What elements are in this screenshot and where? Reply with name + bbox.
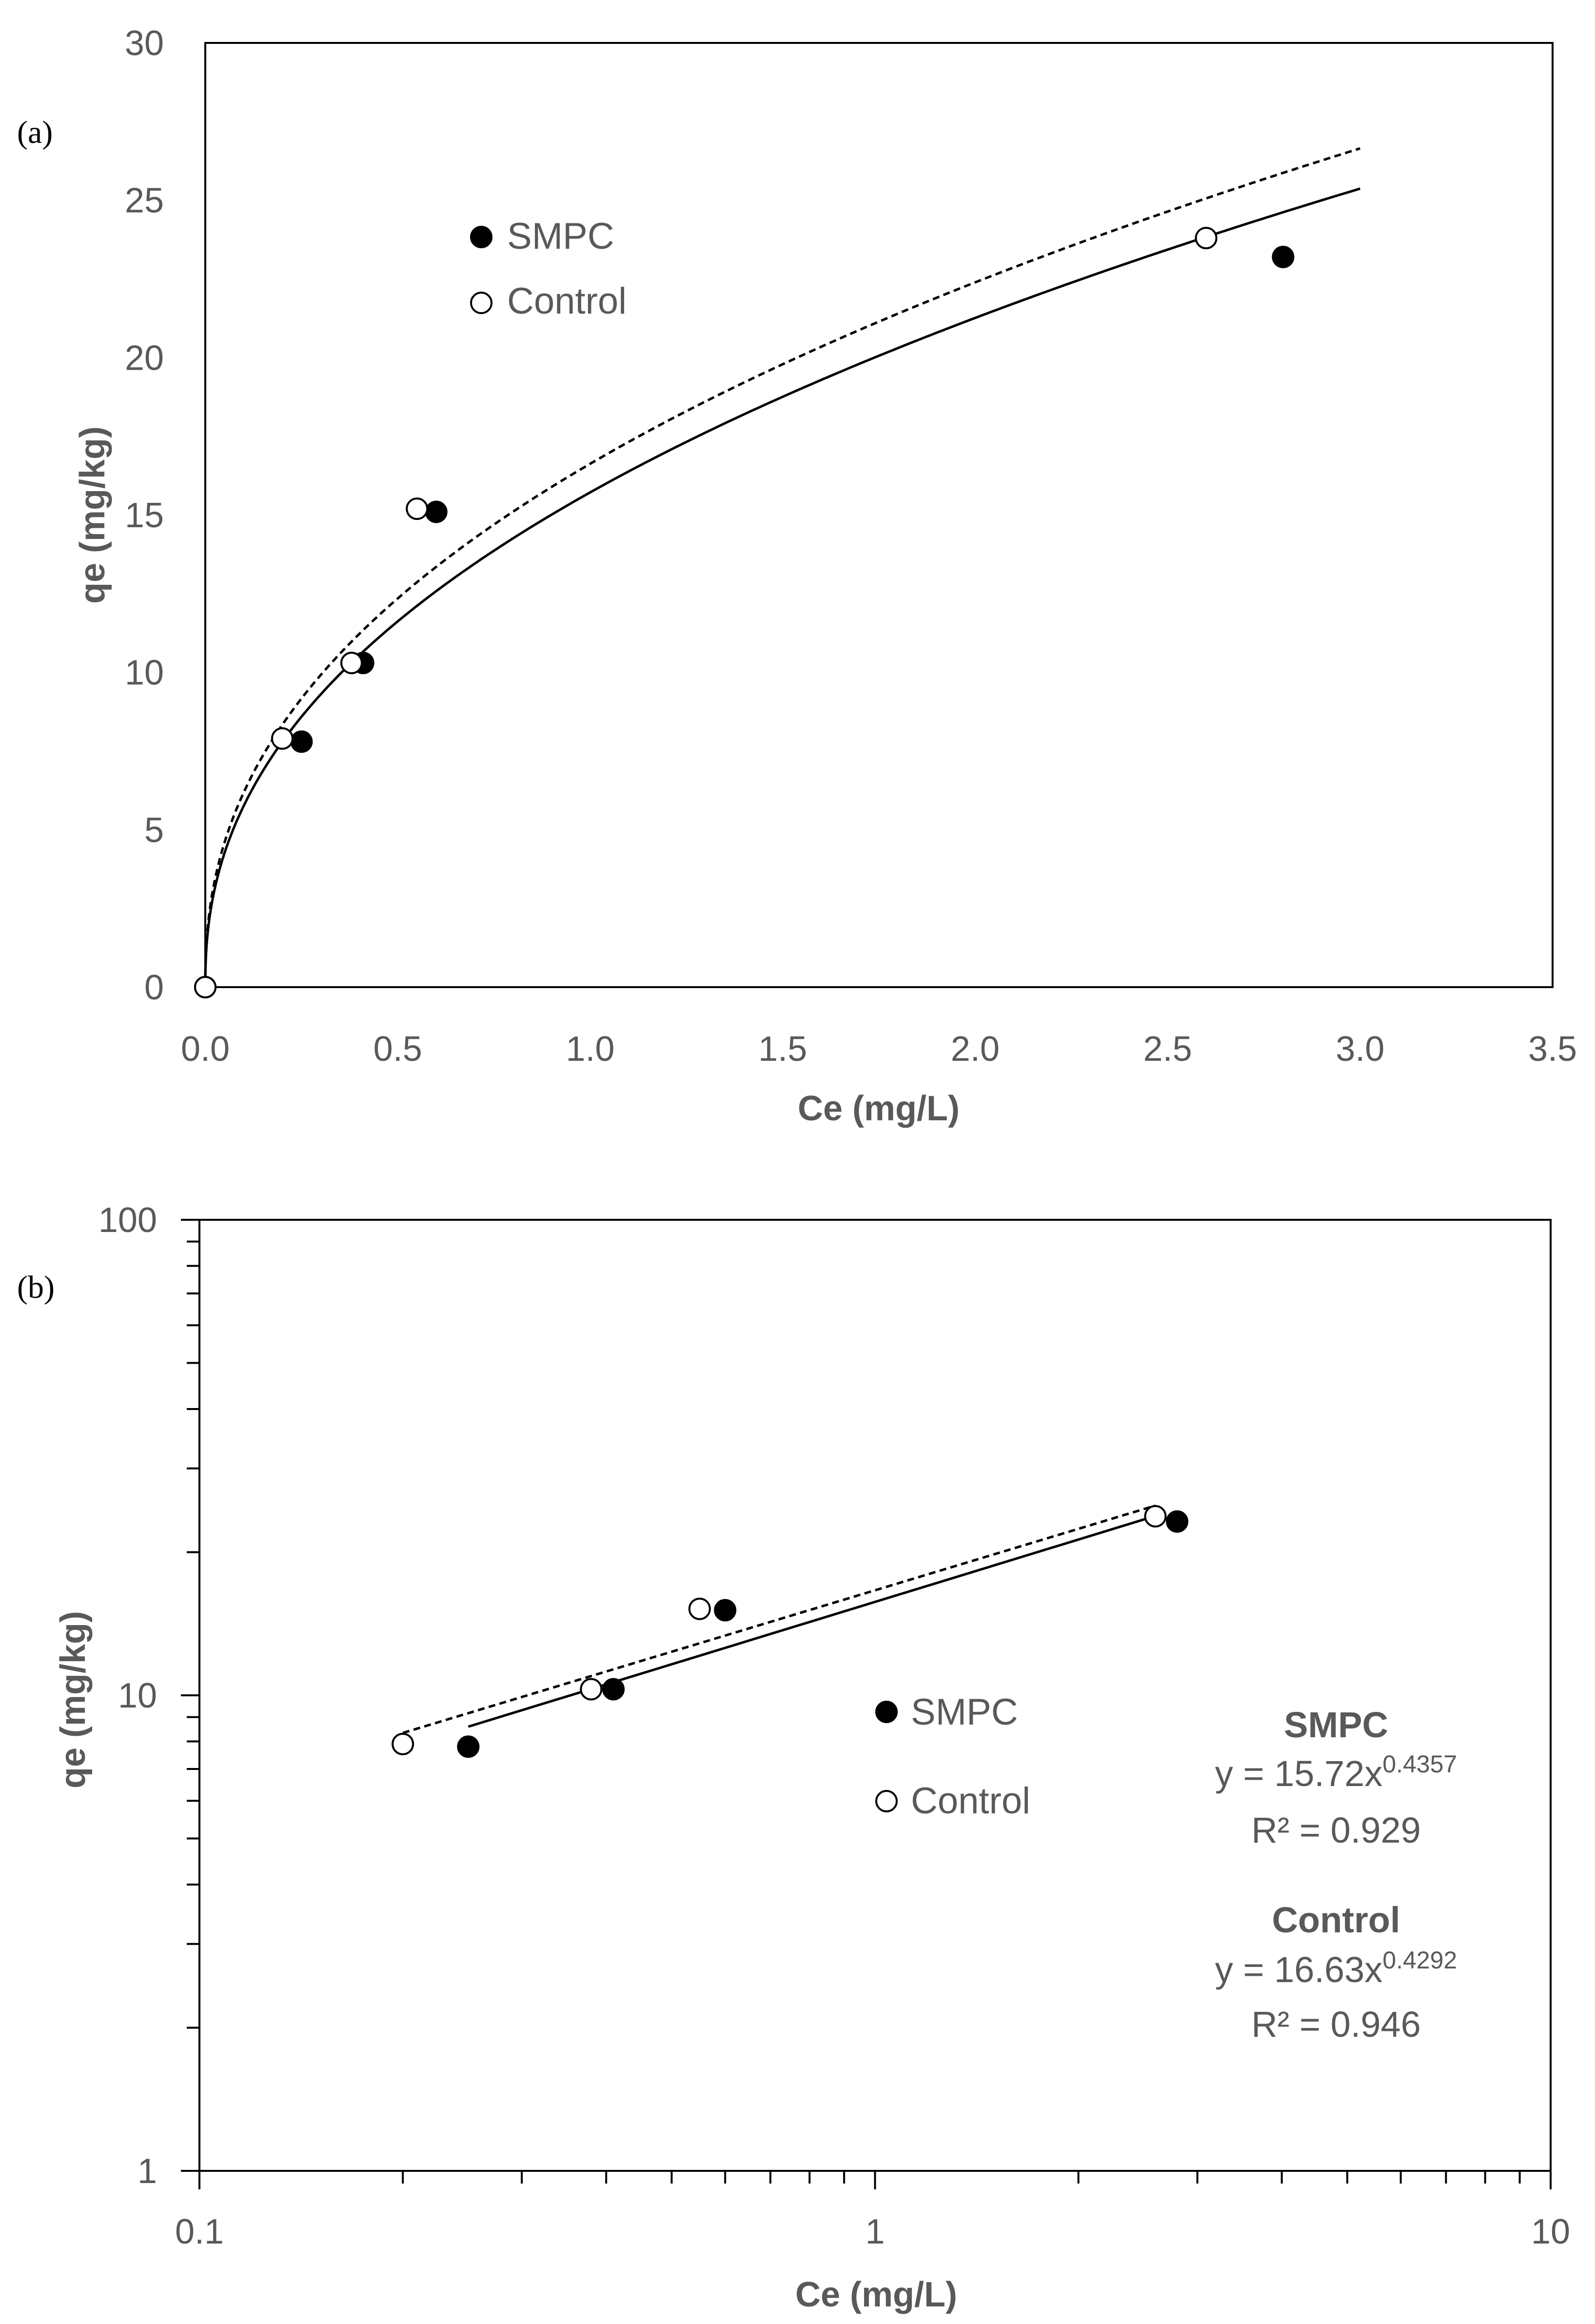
panel-a-x-tick-label: 1.5 xyxy=(758,1030,807,1069)
panel-a-y-tick-label: 25 xyxy=(125,181,164,220)
smpc-equation-base: y = 15.72x xyxy=(1215,1753,1383,1794)
panel-b-point-control xyxy=(688,1597,711,1620)
panel-a-data-points xyxy=(194,227,1295,998)
panel-b-point-control xyxy=(580,1678,603,1701)
panel-a-x-axis-title: Ce (mg/L) xyxy=(798,1089,960,1128)
smpc-equation-exponent: 0.4357 xyxy=(1382,1750,1457,1778)
panel-a-y-tick-label: 0 xyxy=(144,968,164,1007)
panel-b-point-control xyxy=(392,1732,414,1755)
panel-b-legend-control-marker xyxy=(875,1790,898,1812)
panel-b-x-ticks: 0.1 1 10 xyxy=(175,2171,1570,2251)
panel-a-x-tick-label: 0.0 xyxy=(181,1030,230,1069)
panel-b-legend: SMPC Control xyxy=(875,1691,1030,1822)
panel-a-x-tick-label: 1.0 xyxy=(566,1030,614,1069)
panel-a-fit-control xyxy=(204,147,1361,987)
panel-b-legend-smpc-marker xyxy=(875,1701,898,1723)
panel-a-legend-control-marker xyxy=(470,292,492,314)
control-equation-exponent: 0.4292 xyxy=(1382,1947,1457,1974)
panel-a: (a) 0 5 10 15 20 25 30 0.0 0.5 1.0 1.5 2.0 2.5 3.0 3.… xyxy=(17,24,1577,1128)
panel-b-fit-smpc xyxy=(468,1514,1156,1728)
panel-a-legend-smpc-label: SMPC xyxy=(507,216,614,257)
panel-b-x-axis-title: Ce (mg/L) xyxy=(795,2275,957,2314)
panel-a-x-tick-label: 2.5 xyxy=(1143,1030,1192,1069)
panel-a-plot-area xyxy=(204,42,1554,988)
panel-b-data-points xyxy=(392,1505,1189,1758)
panel-b-x-tick-label: 10 xyxy=(1531,2212,1570,2251)
panel-a-y-tick-labels: 0 5 10 15 20 25 30 xyxy=(125,24,164,1007)
control-r-squared: R² = 0.946 xyxy=(1251,2004,1421,2045)
panel-a-y-tick-label: 30 xyxy=(125,24,164,63)
panel-b-point-smpc xyxy=(714,1599,737,1622)
panel-b-fit-lines xyxy=(402,1504,1156,1734)
panel-b-point-smpc xyxy=(1166,1510,1189,1533)
control-equation: y = 16.63x0.4292 xyxy=(1215,1947,1457,1990)
panel-a-x-tick-label: 2.0 xyxy=(951,1030,1000,1069)
panel-b-y-ticks: 1 10 100 xyxy=(98,1201,199,2191)
panel-a-label: (a) xyxy=(17,115,53,150)
panel-a-y-tick-label: 10 xyxy=(125,654,164,693)
panel-b-x-tick-label: 0.1 xyxy=(175,2212,224,2251)
panel-a-legend: SMPC Control xyxy=(470,216,627,322)
panel-a-y-tick-label: 20 xyxy=(125,338,164,377)
control-equation-base: y = 16.63x xyxy=(1215,1949,1383,1990)
panel-b-equations: SMPC y = 15.72x0.4357 R² = 0.929 Control… xyxy=(1215,1705,1457,2045)
panel-a-x-tick-labels: 0.0 0.5 1.0 1.5 2.0 2.5 3.0 3.5 xyxy=(181,1030,1577,1069)
panel-a-legend-smpc-marker xyxy=(470,226,492,248)
panel-b-legend-control-label: Control xyxy=(911,1780,1030,1822)
panel-a-point-control xyxy=(271,727,294,750)
panel-b-y-tick-label: 1 xyxy=(138,2152,157,2191)
panel-a-point-control xyxy=(406,497,429,520)
panel-b-point-smpc xyxy=(602,1678,625,1701)
panel-a-point-control xyxy=(194,976,217,998)
panel-a-legend-control-label: Control xyxy=(507,280,627,322)
panel-b-y-tick-label: 10 xyxy=(118,1676,157,1715)
panel-b-point-control xyxy=(1144,1505,1167,1528)
panel-a-point-smpc xyxy=(425,500,448,523)
smpc-equation: y = 15.72x0.4357 xyxy=(1215,1750,1457,1794)
panel-a-y-tick-label: 15 xyxy=(125,496,164,535)
panel-a-point-smpc xyxy=(290,730,313,753)
panel-a-x-tick-label: 3.5 xyxy=(1528,1030,1577,1069)
panel-a-x-tick-label: 3.0 xyxy=(1336,1030,1384,1069)
panel-a-fit-curves xyxy=(204,147,1361,987)
panel-b: (b) 1 10 100 0.1 1 10 Ce (mg/L) qe (mg/kg) S… xyxy=(17,1201,1570,2314)
control-equation-title: Control xyxy=(1272,1900,1400,1940)
panel-a-y-axis-title: qe (mg/kg) xyxy=(73,426,112,604)
panel-b-legend-smpc-label: SMPC xyxy=(911,1691,1018,1733)
panel-a-point-control xyxy=(1195,227,1218,250)
panel-b-label: (b) xyxy=(17,1270,55,1305)
smpc-equation-title: SMPC xyxy=(1284,1705,1388,1745)
panel-b-fit-control xyxy=(402,1504,1156,1734)
panel-b-point-smpc xyxy=(457,1735,480,1758)
panel-a-x-tick-label: 0.5 xyxy=(374,1030,422,1069)
smpc-r-squared: R² = 0.929 xyxy=(1251,1810,1421,1850)
panel-b-x-tick-label: 1 xyxy=(865,2212,885,2251)
panel-a-point-smpc xyxy=(1272,245,1295,268)
panel-a-fit-smpc xyxy=(204,187,1361,987)
panel-a-point-control xyxy=(340,652,363,675)
panel-b-y-tick-label: 100 xyxy=(98,1201,157,1240)
panel-b-y-axis-title: qe (mg/kg) xyxy=(54,1611,93,1788)
panel-a-y-tick-label: 5 xyxy=(144,811,164,850)
